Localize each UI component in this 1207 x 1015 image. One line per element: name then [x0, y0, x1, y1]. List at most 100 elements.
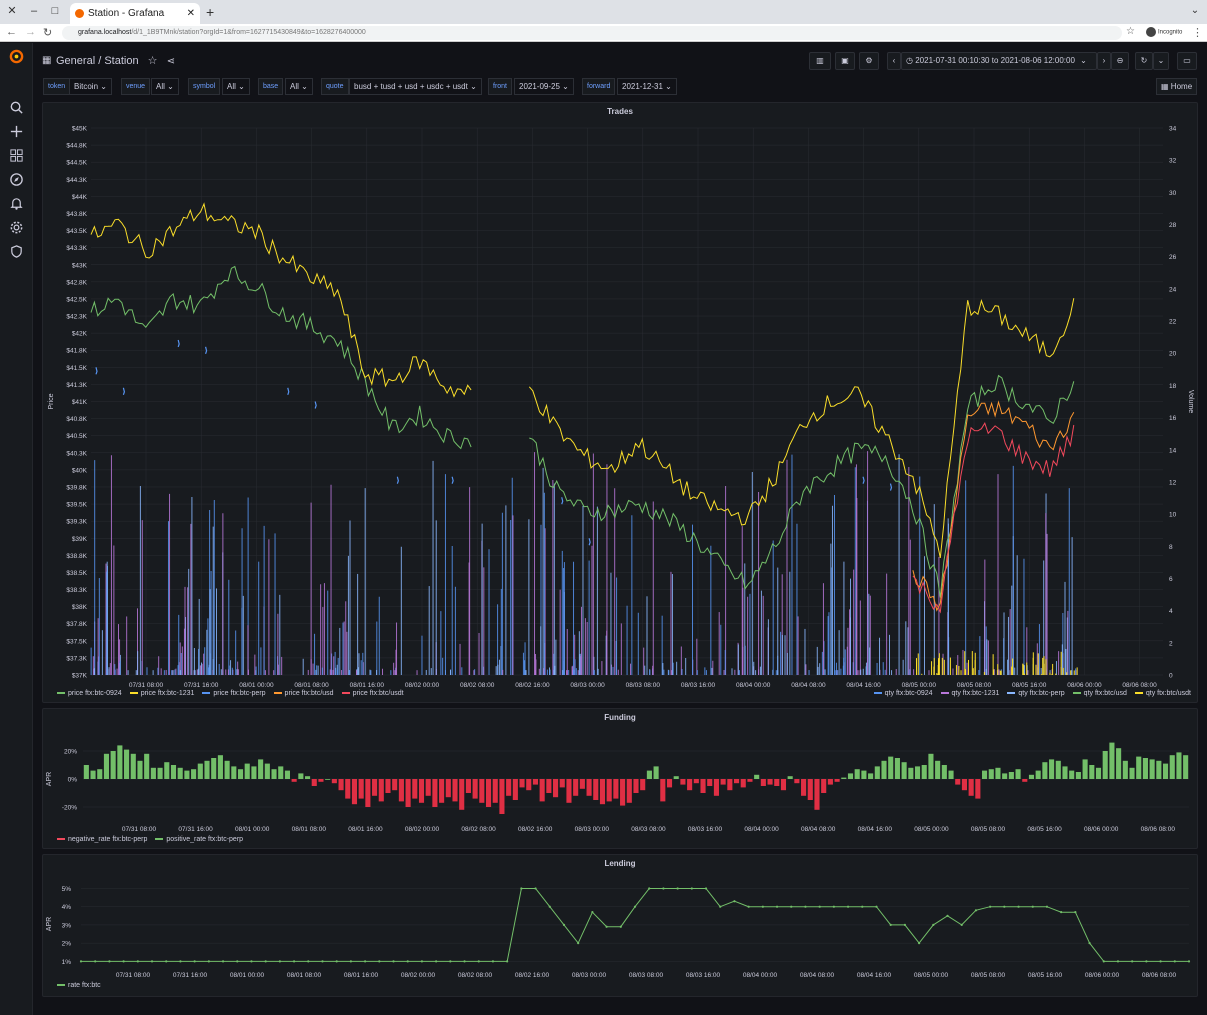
legend-item[interactable]: positive_rate ftx:btc-perp — [147, 836, 243, 843]
tab-search-icon[interactable]: ⌄ — [1190, 5, 1200, 16]
legend-item[interactable]: qty ftx:btc-perp — [999, 690, 1065, 697]
funding-bar — [244, 763, 250, 779]
y2-tick-label: 20 — [1169, 351, 1177, 358]
legend-item[interactable]: qty ftx:btc-0924 — [866, 690, 933, 697]
grafana-logo-icon[interactable] — [9, 49, 24, 64]
forward-icon[interactable]: → — [25, 26, 36, 38]
zoom-out-button[interactable]: ⊖ — [1111, 52, 1129, 70]
search-icon[interactable] — [9, 100, 24, 115]
legend-item[interactable]: price ftx:btc-1231 — [122, 690, 194, 697]
page-title[interactable]: Station — [104, 55, 139, 67]
lending-point — [420, 960, 424, 963]
close-window-icon[interactable]: ✕ — [7, 5, 17, 17]
variable-select-base[interactable]: All ⌄ — [285, 78, 313, 95]
legend-item[interactable]: rate ftx:btc — [49, 982, 101, 989]
variable-select-front[interactable]: 2021-09-25 ⌄ — [514, 78, 574, 95]
share-icon[interactable]: ⋖ — [166, 56, 175, 67]
x-tick-label: 07/31 08:00 — [122, 826, 157, 833]
minimize-window-icon[interactable]: – — [30, 5, 38, 17]
funding-bar — [1022, 779, 1028, 782]
funding-bar — [372, 779, 378, 796]
legend-item[interactable]: price ftx:btc/usdt — [334, 690, 404, 697]
funding-bar — [311, 779, 317, 786]
panel-title[interactable]: Lending — [604, 859, 636, 868]
funding-bar — [177, 767, 183, 779]
variable-select-symbol[interactable]: All ⌄ — [222, 78, 250, 95]
price-line — [90, 265, 1075, 598]
funding-bar — [83, 765, 89, 779]
legend-swatch — [940, 692, 949, 695]
variable-select-token[interactable]: Bitcoin ⌄ — [69, 78, 112, 95]
legend-item[interactable]: qty ftx:btc/usdt — [1127, 690, 1191, 697]
funding-bar — [1102, 751, 1108, 779]
configuration-gear-icon[interactable] — [9, 220, 24, 235]
y-axis-label: APR — [46, 772, 53, 786]
dashboards-icon[interactable] — [9, 148, 24, 163]
browser-tab[interactable]: Station - Grafana ✕ — [70, 3, 200, 24]
trades-chart[interactable]: $45K $44.8K $44.5K $44.3K $44K $43.8K $43.5K $4… — [43, 103, 1197, 702]
server-admin-shield-icon[interactable] — [9, 244, 24, 259]
panel-title[interactable]: Trades — [607, 107, 633, 116]
x-tick-label: 08/01 00:00 — [239, 682, 274, 689]
funding-bar — [874, 766, 880, 779]
tv-mode-button[interactable]: ▭ — [1177, 52, 1197, 70]
time-range-picker[interactable]: ◷ 2021-07-31 00:10:30 to 2021-08-06 12:0… — [901, 52, 1097, 70]
browser-menu-icon[interactable]: ⋮ — [1192, 27, 1203, 39]
y-tick-label: $43.5K — [66, 228, 87, 235]
breadcrumb-folder[interactable]: General — [56, 55, 96, 67]
reload-icon[interactable]: ↻ — [43, 27, 53, 39]
legend-item[interactable]: negative_rate ftx:btc-perp — [49, 836, 147, 843]
legend-item[interactable]: qty ftx:btc/usd — [1065, 690, 1127, 697]
lending-point — [449, 960, 452, 963]
variable-select-venue[interactable]: All ⌄ — [151, 78, 179, 95]
funding-bar — [727, 779, 733, 791]
funding-bar — [546, 779, 552, 793]
bookmark-star-icon[interactable]: ☆ — [1126, 26, 1135, 37]
maximize-window-icon[interactable]: □ — [51, 5, 59, 17]
time-shift-forward-button[interactable]: › — [1097, 52, 1111, 70]
favorite-star-icon[interactable]: ☆ — [147, 55, 158, 67]
funding-bar — [854, 769, 860, 779]
save-dashboard-button[interactable]: ▣ — [835, 52, 855, 70]
back-icon[interactable]: ← — [6, 26, 17, 38]
lending-point — [1074, 911, 1077, 914]
funding-bar — [868, 773, 874, 779]
funding-bar — [405, 779, 411, 807]
legend-item[interactable]: price ftx:btc-perp — [194, 690, 266, 697]
variable-select-forward[interactable]: 2021-12-31 ⌄ — [617, 78, 677, 95]
x-tick-label: 08/04 00:00 — [744, 826, 779, 833]
refresh-interval-dropdown[interactable]: ⌄ — [1153, 52, 1169, 70]
lending-chart[interactable]: 5% 4% 3% 2% 1% 07/31 08:00 07/31 16:00 08/01 00… — [43, 855, 1197, 996]
legend-item[interactable]: price ftx:btc/usd — [266, 690, 334, 697]
explore-compass-icon[interactable] — [9, 172, 24, 187]
variable-select-quote[interactable]: busd + tusd + usd + usdc + usdt ⌄ — [349, 78, 482, 95]
refresh-button[interactable]: ↻ — [1135, 52, 1153, 70]
funding-bar — [418, 779, 425, 803]
time-shift-back-button[interactable]: ‹ — [887, 52, 901, 70]
y-tick-label: $37.3K — [66, 655, 87, 662]
price-point-perp — [862, 476, 865, 484]
lending-point — [733, 900, 736, 903]
funding-bar — [137, 760, 143, 779]
x-tick-label: 07/31 08:00 — [129, 682, 164, 689]
legend-item[interactable]: price ftx:btc-0924 — [49, 690, 122, 697]
close-tab-icon[interactable]: ✕ — [186, 8, 195, 19]
y2-tick-label: 16 — [1169, 415, 1177, 422]
create-plus-icon[interactable] — [9, 124, 24, 139]
new-tab-icon[interactable]: + — [206, 4, 215, 20]
y-tick-label: $38.3K — [66, 587, 87, 594]
x-tick-label: 08/01 00:00 — [235, 826, 270, 833]
panel-title[interactable]: Funding — [604, 713, 636, 722]
funding-chart[interactable]: 20% 0% -20% 07/31 08:00 07/31 16:00 08/01 00:… — [43, 709, 1197, 848]
incognito-indicator[interactable]: Incognito — [1146, 27, 1182, 37]
home-button[interactable]: ▦ Home — [1156, 78, 1198, 95]
lending-point — [79, 960, 83, 963]
legend-item[interactable]: qty ftx:btc-1231 — [933, 690, 999, 697]
url-field[interactable]: grafana.localhost/d/1_1B9TMnk/station?or… — [62, 26, 1122, 40]
funding-bar — [961, 779, 967, 791]
dashboard-settings-button[interactable]: ⚙ — [859, 52, 879, 70]
alerting-bell-icon[interactable] — [9, 196, 24, 211]
lending-point — [562, 923, 566, 927]
add-panel-button[interactable]: ▥ — [809, 52, 831, 70]
add-panel-icon: ▥ — [816, 56, 824, 65]
